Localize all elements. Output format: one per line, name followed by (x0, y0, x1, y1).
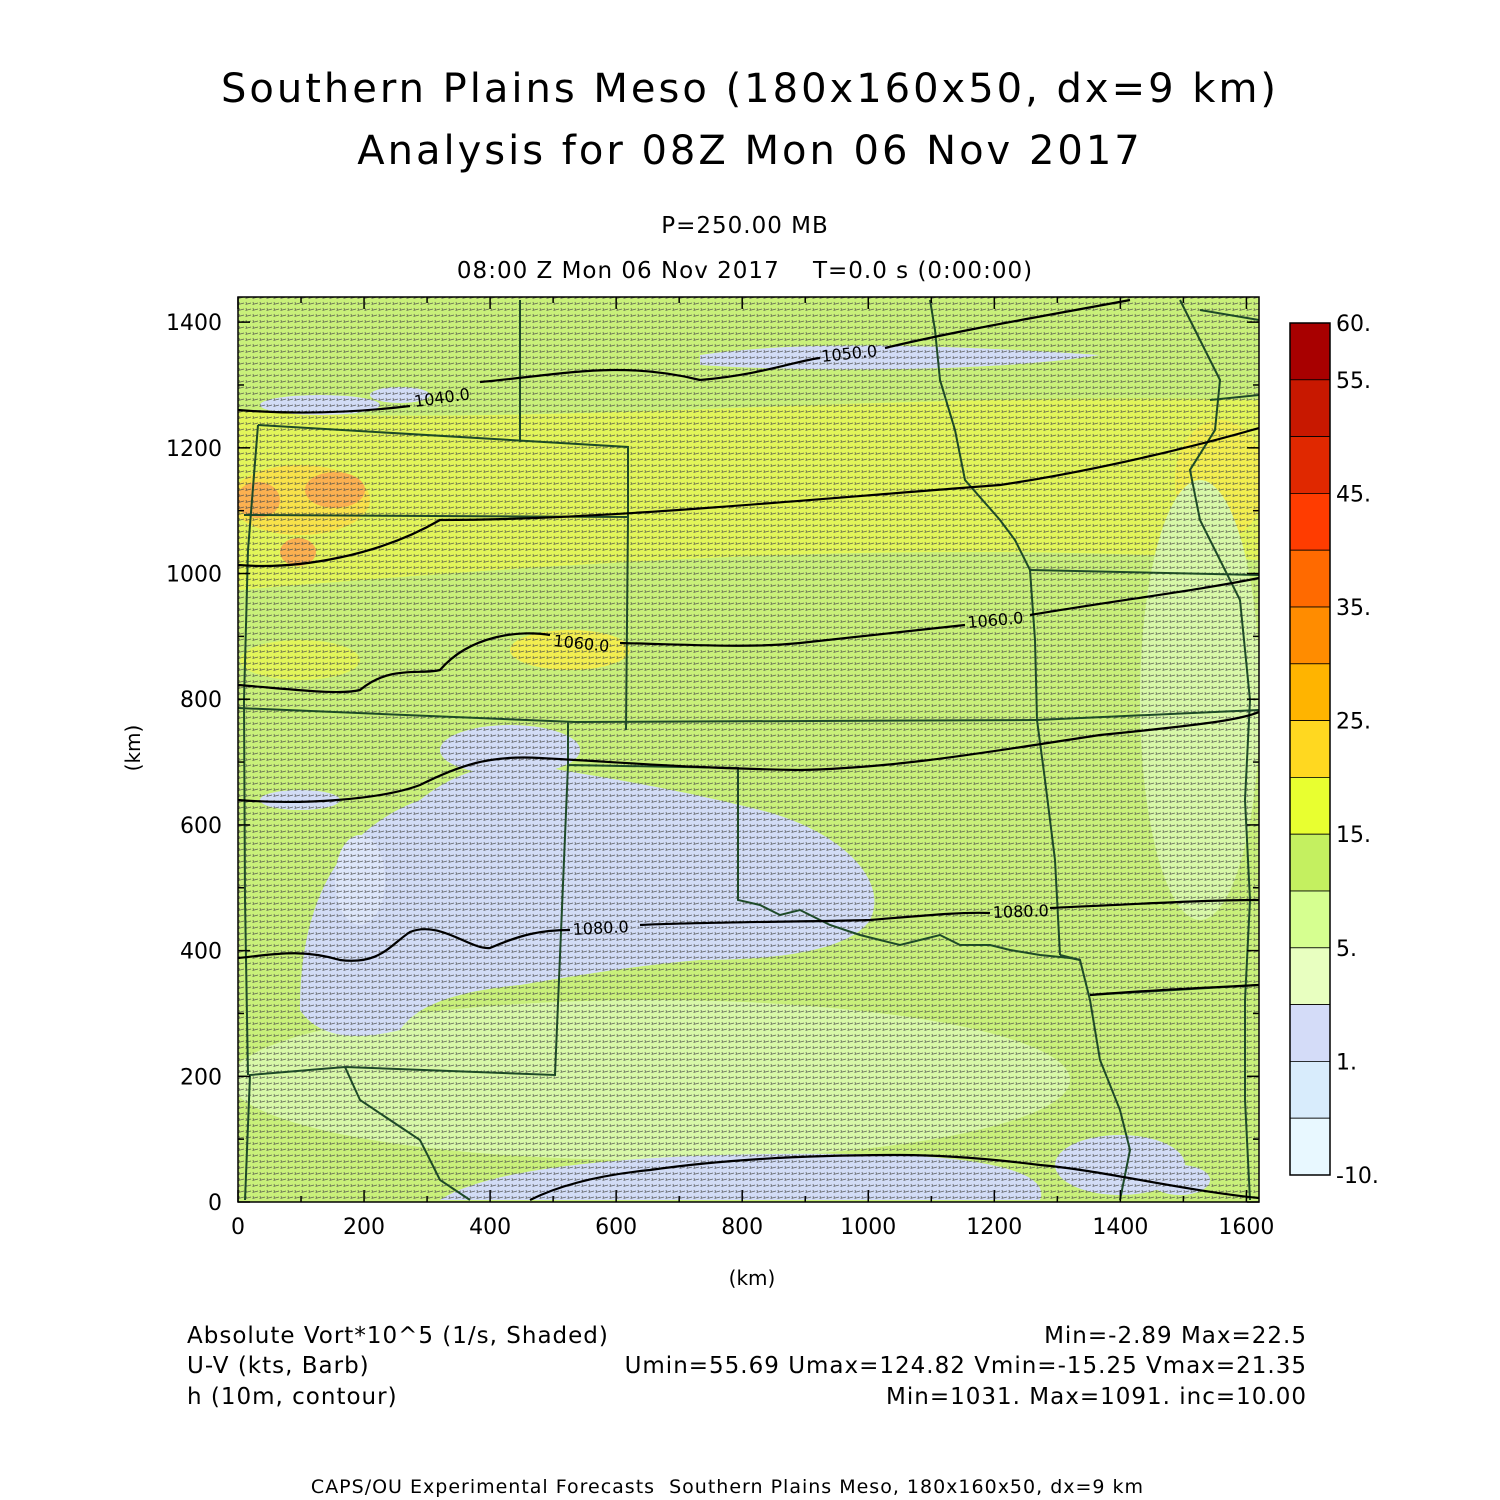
contour-label: 1080.0 (992, 901, 1049, 922)
x-tick-label: 1400 (1092, 1215, 1148, 1240)
colorbar-label: 15. (1336, 823, 1371, 848)
colorbar-label: 25. (1336, 710, 1371, 735)
stats-shaded: Min=-2.89 Max=22.5 (1044, 1323, 1307, 1349)
credit-line: CAPS/OU Experimental Forecasts Southern … (310, 1476, 1145, 1498)
y-tick-label: 400 (180, 940, 222, 965)
colorbar-swatch (1289, 436, 1331, 494)
colorbar-swatch (1289, 777, 1331, 835)
field-label-barb: U-V (kts, Barb) (187, 1353, 370, 1379)
x-tick-label: 1000 (840, 1215, 896, 1240)
colorbar-swatch (1289, 1004, 1331, 1062)
field-label-shaded: Absolute Vort*10^5 (1/s, Shaded) (187, 1323, 609, 1349)
colorbar-swatch (1289, 663, 1331, 721)
y-tick-label: 1400 (166, 311, 222, 336)
y-tick-labels: 0 200 400 600 800 1000 1200 1400 (166, 311, 222, 1216)
colorbar-swatch (1289, 947, 1331, 1005)
x-tick-label: 600 (595, 1215, 637, 1240)
x-axis-label: (km) (729, 1266, 776, 1290)
y-tick-label: 800 (180, 688, 222, 713)
colorbar-swatch (1289, 549, 1331, 608)
colorbar-swatch (1289, 322, 1331, 381)
field-label-contour: h (10m, contour) (187, 1384, 398, 1410)
colorbar-frame (1289, 322, 1331, 1176)
colorbar-label: 55. (1336, 369, 1371, 394)
colorbar-swatch (1289, 492, 1331, 551)
colorbar-label: 60. (1336, 312, 1371, 337)
y-tick-label: 600 (180, 814, 222, 839)
colorbar-label: 1. (1336, 1050, 1357, 1075)
colorbar-swatch (1289, 890, 1331, 949)
vorticity-shading (238, 297, 1259, 1202)
colorbar-swatch (1289, 833, 1331, 892)
colorbar-swatch (1289, 1117, 1331, 1176)
colorbar-label: 35. (1336, 596, 1371, 621)
plot-title: Southern Plains Meso (180x160x50, dx=9 k… (220, 66, 1280, 112)
colorbar-label: 45. (1336, 482, 1371, 507)
valid-time: 08:00 Z Mon 06 Nov 2017 T=0.0 s (0:00:00… (456, 258, 1034, 284)
y-tick-label: 200 (180, 1065, 222, 1090)
colorbar-label: 5. (1336, 937, 1357, 962)
y-axis-label: (km) (121, 725, 145, 772)
y-tick-label: 1200 (166, 437, 222, 462)
x-tick-label: 0 (231, 1215, 245, 1240)
contour-label: 1080.0 (572, 917, 629, 939)
colorbar-swatch (1289, 720, 1331, 778)
colorbar-swatch (1289, 379, 1331, 437)
colorbar-swatch (1289, 1061, 1331, 1119)
x-tick-label: 1600 (1218, 1215, 1274, 1240)
x-tick-label: 400 (469, 1215, 511, 1240)
x-tick-labels: 0 200 400 600 800 1000 1200 1400 1600 (231, 1215, 1274, 1240)
x-tick-label: 1200 (966, 1215, 1022, 1240)
contour-label: 1060.0 (967, 608, 1024, 632)
colorbar (1289, 322, 1331, 1176)
height-contours (238, 298, 1259, 1201)
y-tick-label: 1000 (166, 563, 222, 588)
x-tick-label: 200 (343, 1215, 385, 1240)
plot-frame (237, 296, 1260, 1203)
contour-labels: 1040.0 1050.0 1060.0 1060.0 1080.0 1080.… (413, 341, 1049, 939)
y-tick-label: 0 (208, 1191, 222, 1216)
stats-contour: Min=1031. Max=1091. inc=10.00 (886, 1384, 1307, 1410)
stats-barb: Umin=55.69 Umax=124.82 Vmin=-15.25 Vmax=… (624, 1353, 1307, 1379)
colorbar-label: -10. (1336, 1164, 1379, 1189)
axis-ticks (237, 297, 1259, 1203)
colorbar-labels: 60. 55. 45. 35. 25. 15. 5. 1. -10. (1336, 312, 1379, 1189)
plot-subtitle: Analysis for 08Z Mon 06 Nov 2017 (357, 128, 1143, 174)
x-tick-label: 800 (721, 1215, 763, 1240)
colorbar-swatch (1289, 606, 1331, 665)
pressure-level: P=250.00 MB (661, 213, 829, 239)
